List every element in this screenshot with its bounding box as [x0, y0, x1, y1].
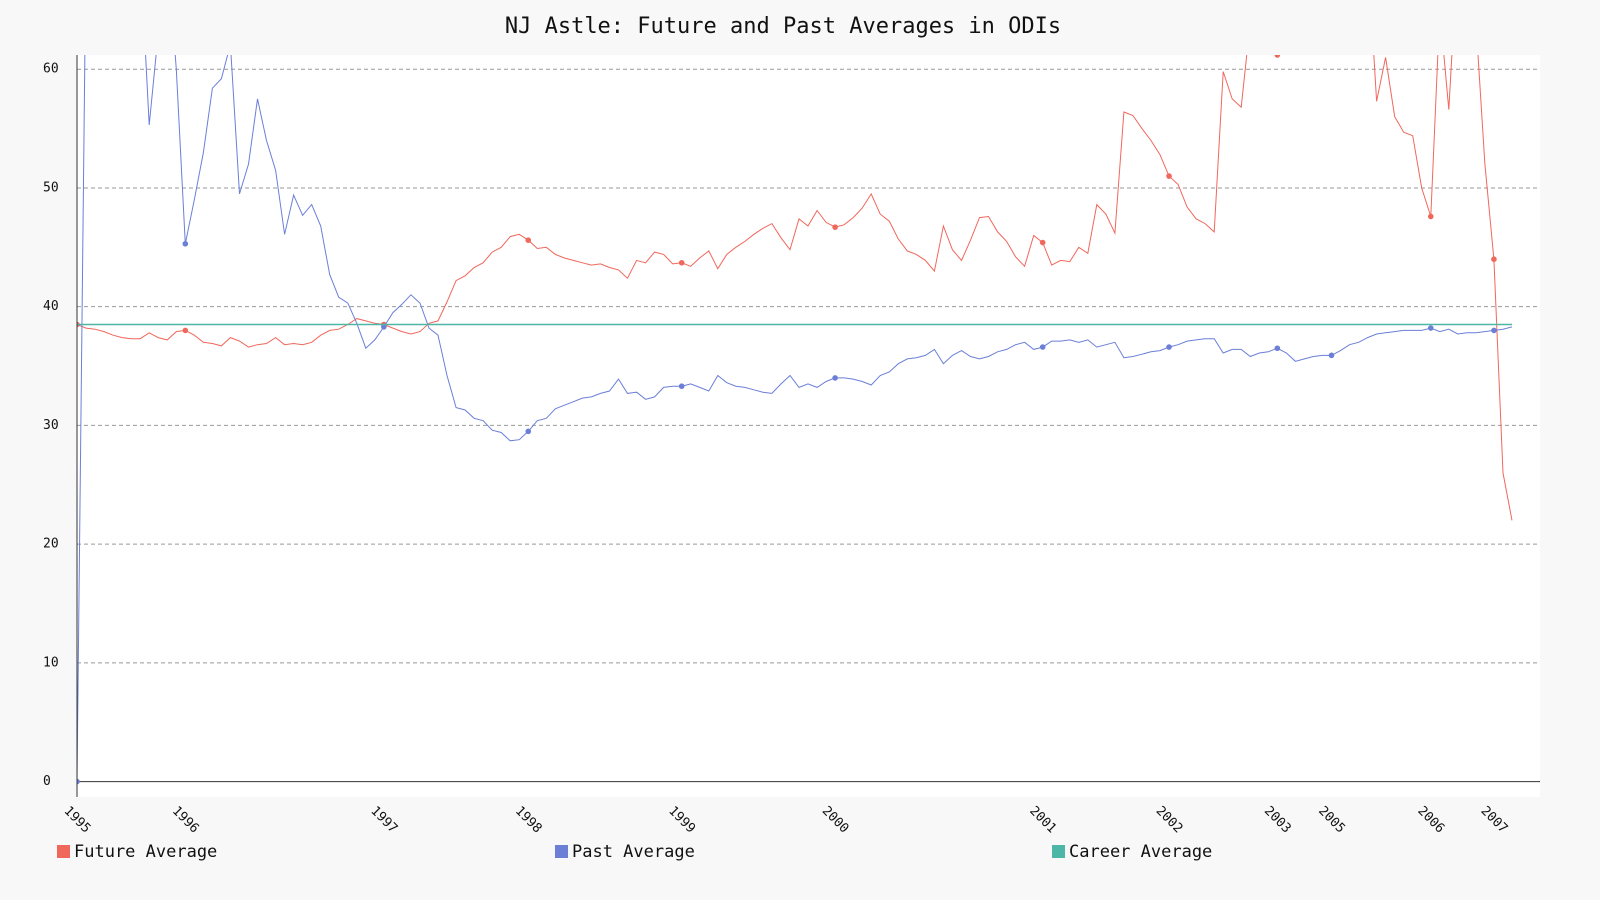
point-marker: [1274, 345, 1281, 352]
x-tick-label: 2002: [1153, 804, 1186, 837]
point-marker: [678, 259, 685, 266]
chart-title: NJ Astle: Future and Past Averages in OD…: [505, 14, 1061, 39]
x-tick-label: 1997: [367, 804, 400, 837]
x-tick-label: 2006: [1414, 804, 1447, 837]
y-tick-label: 40: [43, 299, 59, 314]
point-marker: [1427, 325, 1434, 331]
y-tick-label: 60: [43, 62, 59, 77]
series-line: [77, 55, 1513, 782]
point-marker: [1274, 55, 1281, 58]
series-line: [77, 55, 1513, 521]
legend-swatch: [57, 845, 70, 858]
point-marker: [525, 237, 532, 244]
point-marker: [1039, 344, 1046, 350]
point-marker: [182, 327, 189, 334]
x-tick-label: 2001: [1026, 804, 1059, 837]
x-tick-label: 2000: [819, 804, 852, 837]
point-marker: [1491, 256, 1497, 262]
point-marker: [1166, 344, 1172, 350]
x-tick-label: 1998: [512, 804, 545, 837]
legend-label: Career Average: [1069, 842, 1212, 862]
y-tick-label: 50: [43, 180, 59, 195]
legend-label: Future Average: [74, 842, 217, 862]
legend-swatch: [1052, 845, 1065, 858]
x-tick-label: 2005: [1315, 804, 1348, 837]
point-marker: [832, 224, 838, 230]
x-tick-label: 2003: [1261, 804, 1294, 837]
y-tick-label: 0: [43, 774, 51, 789]
plot-area: [77, 55, 1540, 797]
point-marker: [525, 428, 532, 435]
y-tick-label: 20: [43, 537, 59, 552]
y-tick-label: 30: [43, 418, 59, 433]
x-tick-label: 1999: [665, 804, 698, 837]
y-tick-label: 10: [43, 655, 59, 670]
point-marker: [77, 778, 80, 785]
point-marker: [678, 383, 685, 390]
point-marker: [182, 240, 189, 247]
point-marker: [1166, 173, 1172, 179]
point-marker: [1328, 352, 1335, 359]
point-marker: [1491, 327, 1497, 334]
point-marker: [832, 375, 838, 381]
point-marker: [381, 324, 387, 330]
legend-swatch: [555, 845, 568, 858]
point-marker: [1039, 239, 1046, 246]
point-marker: [1427, 213, 1434, 220]
x-tick-label: 2007: [1478, 804, 1511, 837]
x-tick-label: 1995: [61, 804, 94, 837]
legend-label: Past Average: [572, 842, 695, 862]
x-tick-label: 1996: [169, 804, 202, 837]
